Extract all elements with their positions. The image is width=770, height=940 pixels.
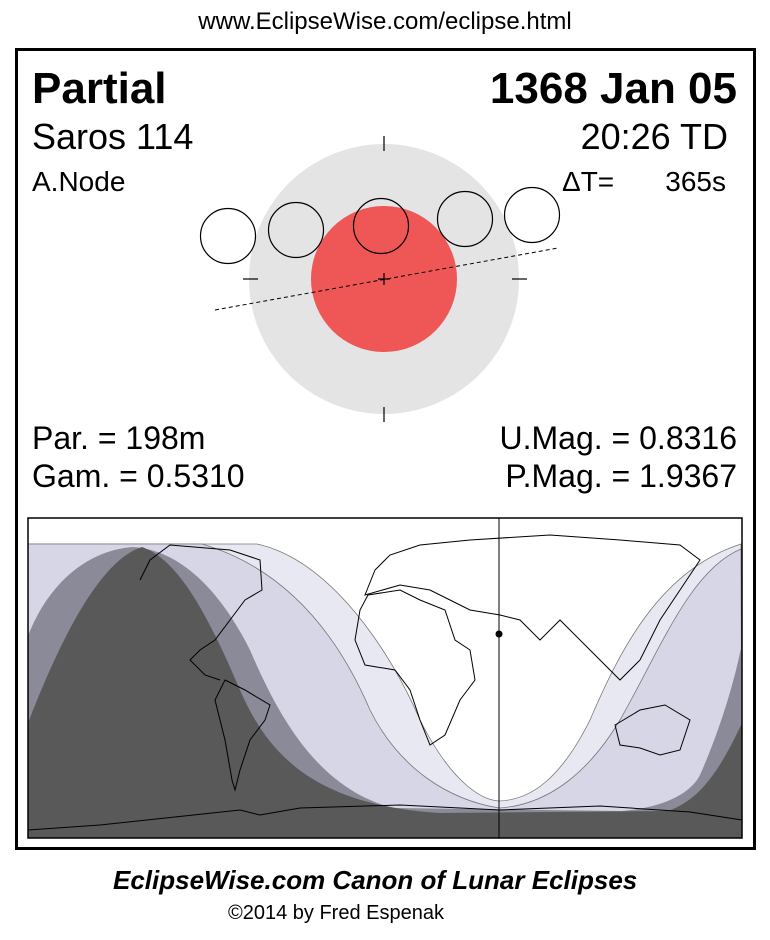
greatest-eclipse-point	[495, 630, 503, 638]
eclipse-frame	[15, 48, 756, 850]
continent-outlines	[27, 534, 743, 831]
eclipse-type: Partial	[32, 64, 167, 113]
moon-position-u1	[267, 201, 325, 259]
delta-t-label: ΔT=	[562, 166, 615, 197]
footer-copyright: ©2014 by Fred Espenak	[228, 902, 444, 924]
footer-title: EclipseWise.com Canon of Lunar Eclipses	[113, 865, 638, 895]
gamma: Gam. = 0.5310	[32, 458, 245, 494]
map-zone-umbral	[28, 547, 742, 838]
eclipse-date: 1368 Jan 05	[489, 64, 737, 113]
delta-t-value: 365s	[665, 166, 726, 197]
visibility-map	[27, 517, 743, 839]
header-url: www.EclipseWise.com/eclipse.html	[198, 8, 572, 35]
moon-position-greatest	[352, 197, 410, 255]
moon-position-u4	[436, 190, 494, 248]
penumbral-magnitude: P.Mag. = 1.9367	[505, 458, 737, 494]
umbral-magnitude: U.Mag. = 0.8316	[499, 420, 737, 456]
eclipse-time: 20:26 TD	[580, 116, 728, 157]
moon-position-p1	[199, 207, 257, 265]
duration: Par. = 198m	[32, 420, 206, 456]
moon-position-p4	[503, 186, 561, 244]
moon-path-line	[214, 247, 559, 311]
node-label: A.Node	[32, 166, 126, 197]
saros-number: Saros 114	[32, 116, 194, 157]
